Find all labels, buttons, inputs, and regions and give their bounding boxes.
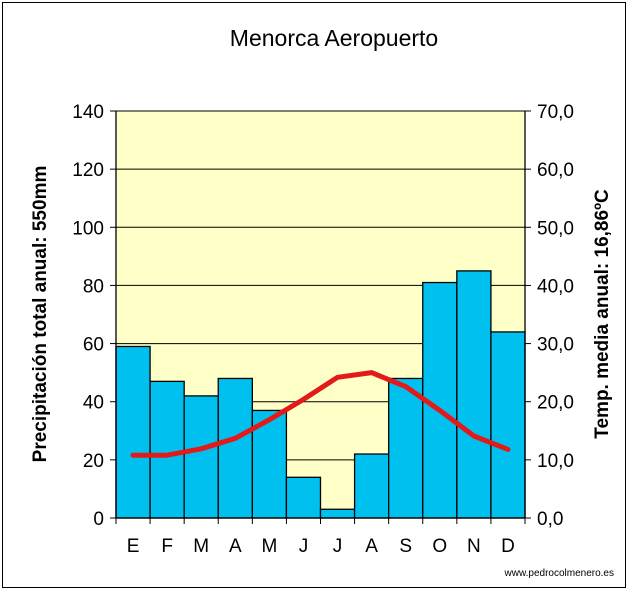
x-tick-label: J — [299, 536, 309, 557]
x-tick-label: M — [261, 536, 277, 557]
left-tick-label: 120 — [72, 160, 104, 181]
left-tick-label: 40 — [83, 393, 104, 414]
left-tick-label: 20 — [83, 451, 104, 472]
left-axis-ticks: 0 20 40 60 80 100 120 140 — [72, 102, 116, 530]
x-tick-label: F — [161, 536, 173, 557]
x-tick-label: S — [399, 536, 412, 557]
right-tick-label: 40,0 — [537, 276, 574, 297]
x-tick-label: J — [333, 536, 343, 557]
right-tick-label: 0,0 — [537, 509, 563, 530]
x-tick-label: A — [229, 536, 242, 557]
precipitation-bar — [115, 345, 151, 519]
temperature-line-layer — [130, 370, 511, 458]
right-tick-label: 30,0 — [537, 335, 574, 356]
precipitation-bar — [353, 453, 390, 519]
left-tick-label: 60 — [83, 335, 104, 356]
left-tick-label: 0 — [93, 509, 104, 530]
x-tick-label: A — [365, 536, 378, 557]
precipitation-bar — [319, 508, 356, 519]
x-tick-label: M — [193, 536, 209, 557]
right-tick-label: 10,0 — [537, 451, 574, 472]
precipitation-bar — [217, 377, 253, 519]
right-tick-label: 50,0 — [537, 218, 574, 239]
x-tick-label: E — [127, 536, 140, 557]
precipitation-bar — [388, 377, 424, 519]
right-tick-label: 20,0 — [537, 393, 574, 414]
temperature-line — [130, 370, 511, 458]
left-tick-label: 80 — [83, 276, 104, 297]
x-tick-label: D — [501, 536, 515, 557]
right-tick-label: 70,0 — [537, 102, 574, 123]
right-tick-label: 60,0 — [537, 160, 574, 181]
precipitation-bar — [183, 395, 219, 519]
precipitation-bar — [285, 476, 322, 519]
precipitation-bar — [490, 331, 526, 519]
left-tick-label: 100 — [72, 218, 104, 239]
chart-title: Menorca Aeropuerto — [230, 25, 438, 51]
precipitation-bar — [149, 380, 185, 519]
right-axis-label: Temp. media anual: 16,86ºC — [592, 189, 613, 439]
x-tick-label: O — [432, 536, 447, 557]
credit-text: www.pedrocolmenero.es — [504, 568, 615, 579]
left-tick-label: 140 — [72, 102, 104, 123]
precipitation-bar — [456, 270, 492, 519]
left-axis-label: Precipitación total anual: 550mm — [30, 166, 51, 463]
x-tick-label: N — [467, 536, 481, 557]
right-axis-ticks: 0,0 10,0 20,0 30,0 40,0 50,0 60,0 70,0 — [525, 102, 574, 530]
